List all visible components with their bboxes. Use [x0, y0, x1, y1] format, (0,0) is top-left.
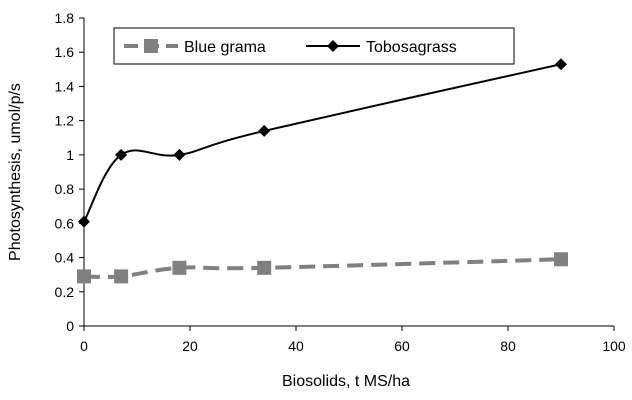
- x-tick-label: 40: [288, 338, 304, 354]
- data-point-tobosagrass: [115, 148, 128, 161]
- data-point-blue-grama: [77, 269, 91, 284]
- series-line-tobosagrass: [83, 63, 562, 223]
- legend-marker-tobosagrass: [327, 40, 339, 52]
- data-point-tobosagrass: [258, 124, 271, 137]
- y-tick-label: 1.2: [55, 113, 75, 129]
- y-tick-label: 1.8: [55, 10, 75, 26]
- data-point-blue-grama: [172, 260, 187, 275]
- x-tick-label: 100: [602, 338, 626, 354]
- x-tick-label: 60: [394, 338, 410, 354]
- x-axis-title: Biosolids, t MS/ha: [282, 373, 410, 390]
- legend-marker-blue-grama: [144, 39, 158, 53]
- axes: 0 0.2 0.4 0.6 0.8 1 1.2 1.4 1.6 1.8 0 20 40 60 80 100: [55, 10, 626, 354]
- legend-label-blue-grama: Blue grama: [184, 39, 266, 56]
- y-tick-label: 0.6: [55, 215, 75, 231]
- y-tick-label: 0.2: [55, 284, 75, 300]
- legend-label-tobosagrass: Tobosagrass: [366, 39, 457, 56]
- series-tobosagrass: [78, 58, 567, 228]
- y-tick-label: 0.8: [55, 181, 75, 197]
- data-point-blue-grama: [257, 260, 272, 275]
- data-point-blue-grama: [114, 269, 129, 284]
- data-point-tobosagrass: [78, 215, 90, 228]
- series-blue-grama: [77, 252, 568, 284]
- data-point-tobosagrass: [555, 58, 567, 71]
- data-point-blue-grama: [554, 252, 568, 267]
- data-point-tobosagrass: [173, 148, 186, 161]
- y-tick-label: 1.4: [55, 78, 75, 94]
- series-line-blue-grama: [83, 257, 562, 280]
- y-tick-label: 0: [66, 318, 74, 334]
- x-tick-label: 0: [80, 338, 88, 354]
- series-layer: [77, 58, 568, 284]
- x-tick-label: 20: [182, 338, 198, 354]
- y-tick-label: 0.4: [55, 250, 75, 266]
- legend: Blue grama Tobosagrass: [113, 27, 515, 65]
- y-tick-label: 1: [66, 147, 74, 163]
- y-axis-title: Photosynthesis, umol/p/s: [7, 83, 24, 261]
- y-tick-label: 1.6: [55, 44, 75, 60]
- x-tick-label: 80: [500, 338, 516, 354]
